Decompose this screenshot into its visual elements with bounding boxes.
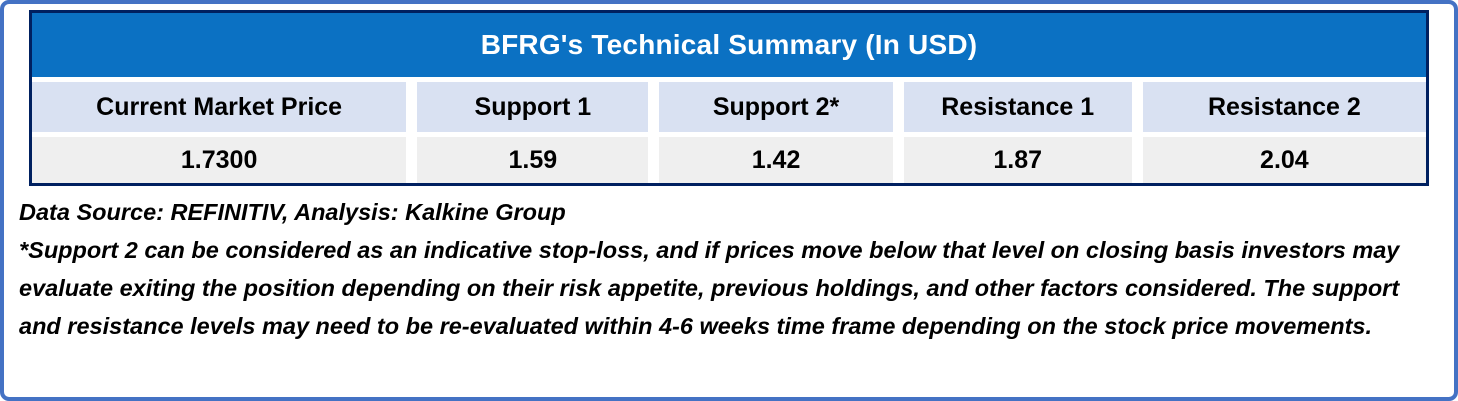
column-header-resistance-2: Resistance 2 (1142, 82, 1426, 132)
value-resistance-2: 2.04 (1142, 137, 1426, 183)
value-support-1: 1.59 (417, 137, 649, 183)
value-support-2: 1.42 (659, 137, 893, 183)
column-header-resistance-1: Resistance 1 (903, 82, 1132, 132)
technical-summary-table: BFRG's Technical Summary (In USD) Curren… (29, 10, 1429, 186)
value-resistance-1: 1.87 (903, 137, 1132, 183)
data-source-line: Data Source: REFINITIV, Analysis: Kalkin… (19, 199, 566, 225)
notes-block: Data Source: REFINITIV, Analysis: Kalkin… (19, 193, 1432, 345)
column-header-support-1: Support 1 (417, 82, 649, 132)
column-header-current-market-price: Current Market Price (32, 82, 407, 132)
table-title: BFRG's Technical Summary (In USD) (32, 13, 1426, 77)
table-grid: Current Market Price Support 1 Support 2… (32, 77, 1426, 183)
column-header-support-2: Support 2* (659, 82, 893, 132)
support-2-disclaimer: *Support 2 can be considered as an indic… (19, 237, 1400, 339)
value-current-market-price: 1.7300 (32, 137, 407, 183)
